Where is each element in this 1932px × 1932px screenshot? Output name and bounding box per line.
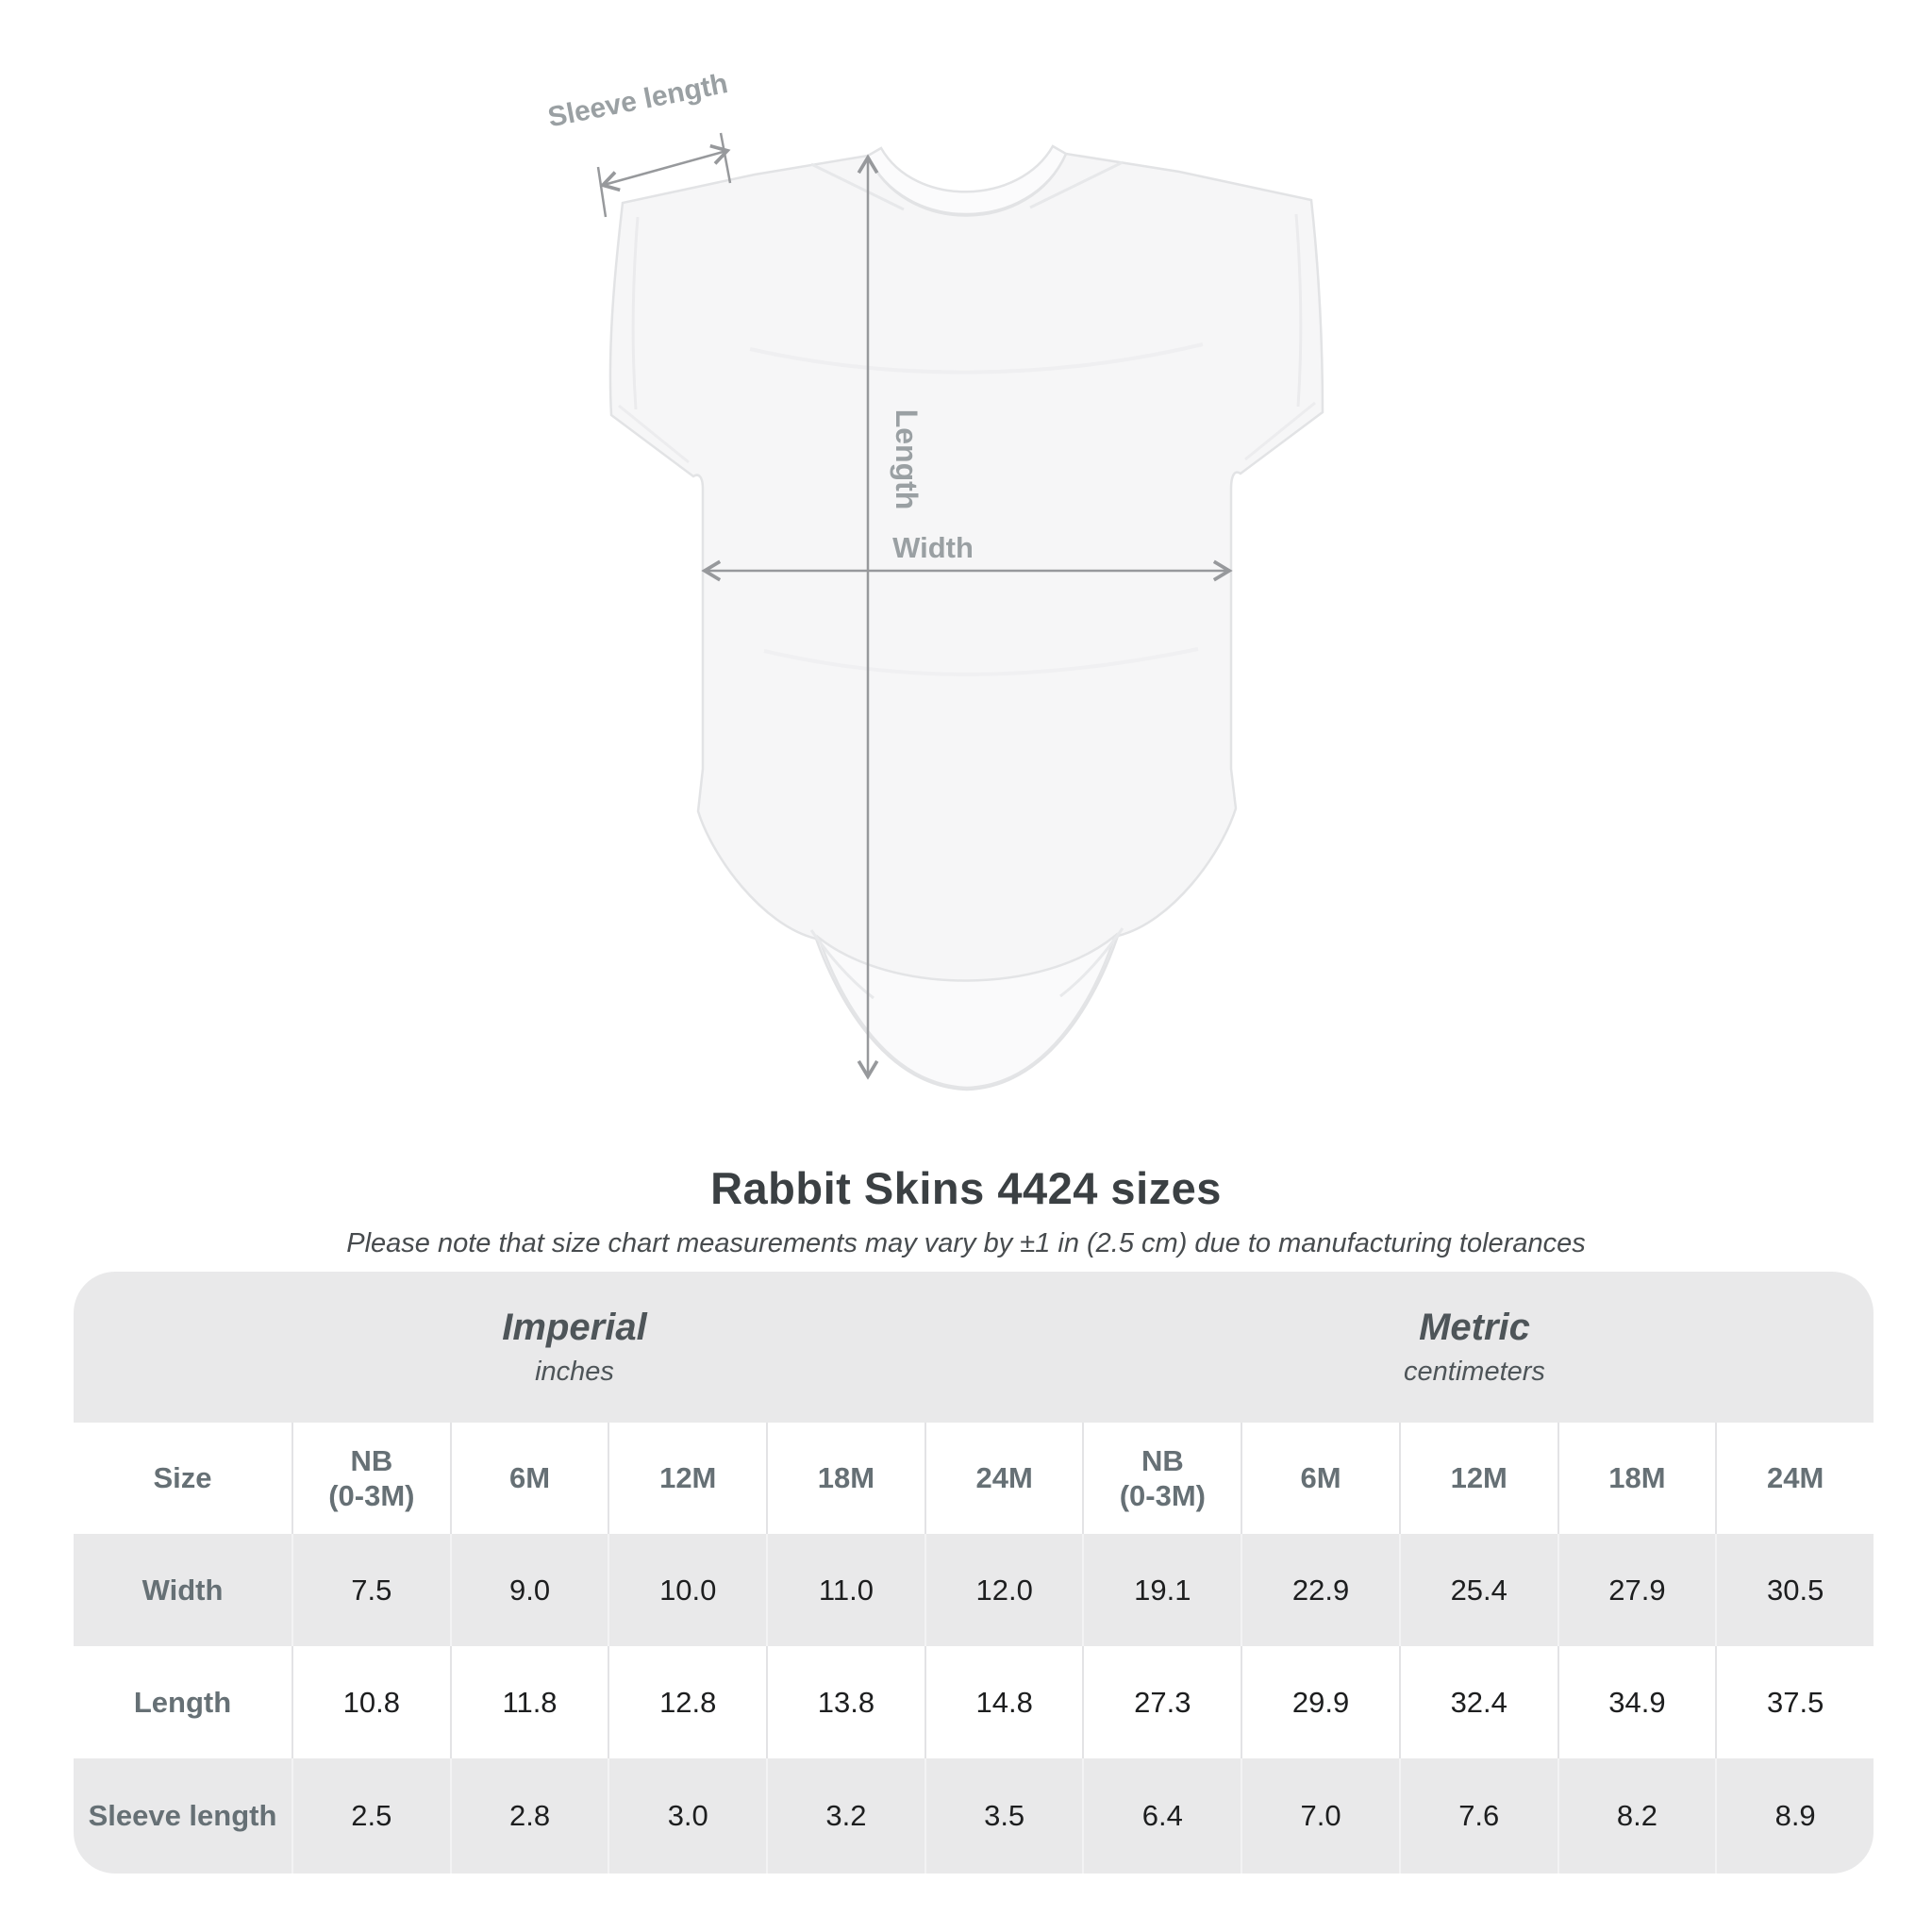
size-header-row: Size NB (0-3M) 6M 12M 18M 24M NB (0-3M) 6M 12M 1… bbox=[74, 1423, 1874, 1534]
size-column-header: NB (0-3M) bbox=[1082, 1423, 1241, 1534]
size-column-header: 12M bbox=[608, 1423, 766, 1534]
onesie-illustration bbox=[608, 144, 1324, 1091]
value-cell: 3.0 bbox=[608, 1758, 766, 1874]
right-cuff-seam bbox=[1244, 401, 1316, 461]
value-cell: 30.5 bbox=[1715, 1534, 1874, 1646]
value-cell: 29.9 bbox=[1241, 1646, 1399, 1758]
sleeve-length-label: Sleeve length bbox=[545, 68, 730, 133]
measurement-row: Sleeve length 2.5 2.8 3.0 3.2 3.5 6.4 7.0 7.6 8.2… bbox=[74, 1758, 1874, 1874]
value-cell: 6.4 bbox=[1082, 1758, 1241, 1874]
sleeve-length-arrow bbox=[599, 143, 731, 192]
measurement-annotations bbox=[596, 132, 1233, 1080]
size-header-cell: Size bbox=[153, 1461, 212, 1495]
right-lap-shoulder-seam bbox=[1029, 160, 1124, 209]
sleeve-length-tick-left bbox=[596, 166, 608, 218]
value-cell: 7.6 bbox=[1398, 1758, 1557, 1874]
value-cell: 7.0 bbox=[1241, 1758, 1399, 1874]
size-column-header: 12M bbox=[1398, 1423, 1557, 1534]
value-cell: 11.0 bbox=[766, 1534, 924, 1646]
value-cell: 13.8 bbox=[766, 1646, 924, 1758]
row-label: Length bbox=[133, 1685, 232, 1719]
right-leg-binding bbox=[1059, 927, 1124, 998]
right-sleeve-seam bbox=[1294, 213, 1303, 408]
value-cell: 9.0 bbox=[449, 1534, 608, 1646]
size-column-header: NB (0-3M) bbox=[291, 1423, 450, 1534]
value-cell: 12.0 bbox=[924, 1534, 1083, 1646]
width-label: Width bbox=[892, 531, 974, 564]
row-label: Width bbox=[142, 1573, 224, 1607]
value-cell: 32.4 bbox=[1398, 1646, 1557, 1758]
size-table-rows: Width 7.5 9.0 10.0 11.0 12.0 19.1 22.9 25.4 27.9 3… bbox=[74, 1534, 1874, 1874]
belly-fold bbox=[763, 647, 1199, 676]
value-cell: 12.8 bbox=[608, 1646, 766, 1758]
value-cell: 10.8 bbox=[291, 1646, 450, 1758]
size-column-header: 6M bbox=[449, 1423, 608, 1534]
value-cell: 8.2 bbox=[1557, 1758, 1716, 1874]
value-cell: 27.3 bbox=[1082, 1646, 1241, 1758]
onesie-outline bbox=[608, 152, 1324, 1091]
length-label: Length bbox=[890, 409, 924, 510]
page-title: Rabbit Skins 4424 sizes bbox=[710, 1163, 1222, 1213]
sleeve-length-tick-right bbox=[719, 132, 732, 184]
imperial-unit-label: inches bbox=[535, 1357, 614, 1387]
size-column-header: 6M bbox=[1241, 1423, 1399, 1534]
value-cell: 22.9 bbox=[1241, 1534, 1399, 1646]
value-cell: 11.8 bbox=[449, 1646, 608, 1758]
metric-unit-header: Metric centimeters bbox=[1075, 1272, 1874, 1423]
size-column-header: 18M bbox=[766, 1423, 924, 1534]
size-column-header: 18M bbox=[1557, 1423, 1716, 1534]
left-cuff-seam bbox=[618, 404, 690, 464]
value-cell: 10.0 bbox=[608, 1534, 766, 1646]
value-cell: 2.5 bbox=[291, 1758, 450, 1874]
onesie-size-diagram: Sleeve length Length Width bbox=[528, 66, 1415, 1123]
size-column-header: 24M bbox=[1715, 1423, 1874, 1534]
size-table: Imperial inches Metric centimeters Size … bbox=[74, 1272, 1874, 1874]
value-cell: 3.2 bbox=[766, 1758, 924, 1874]
value-cell: 37.5 bbox=[1715, 1646, 1874, 1758]
value-cell: 8.9 bbox=[1715, 1758, 1874, 1874]
value-cell: 2.8 bbox=[449, 1758, 608, 1874]
size-column-header: 24M bbox=[924, 1423, 1083, 1534]
measurement-row: Length 10.8 11.8 12.8 13.8 14.8 27.3 29.9 32.4 34… bbox=[74, 1646, 1874, 1758]
left-sleeve-seam bbox=[631, 216, 640, 410]
measurement-row: Width 7.5 9.0 10.0 11.0 12.0 19.1 22.9 25.4 27.9 3… bbox=[74, 1534, 1874, 1646]
chest-fold bbox=[749, 342, 1204, 375]
value-cell: 19.1 bbox=[1082, 1534, 1241, 1646]
metric-label: Metric bbox=[1419, 1307, 1530, 1348]
row-label: Sleeve length bbox=[88, 1799, 277, 1833]
imperial-unit-header: Imperial inches bbox=[74, 1272, 1075, 1423]
value-cell: 7.5 bbox=[291, 1534, 450, 1646]
value-cell: 3.5 bbox=[924, 1758, 1083, 1874]
value-cell: 34.9 bbox=[1557, 1646, 1716, 1758]
neckline-band bbox=[866, 144, 1068, 216]
onesie-diagram-svg: Sleeve length Length Width bbox=[545, 68, 1324, 1091]
value-cell: 27.9 bbox=[1557, 1534, 1716, 1646]
tolerance-note: Please note that size chart measurements… bbox=[346, 1228, 1586, 1258]
value-cell: 25.4 bbox=[1398, 1534, 1557, 1646]
imperial-label: Imperial bbox=[502, 1307, 647, 1348]
metric-unit-label: centimeters bbox=[1404, 1357, 1545, 1387]
unit-header-band: Imperial inches Metric centimeters bbox=[74, 1272, 1874, 1423]
value-cell: 14.8 bbox=[924, 1646, 1083, 1758]
